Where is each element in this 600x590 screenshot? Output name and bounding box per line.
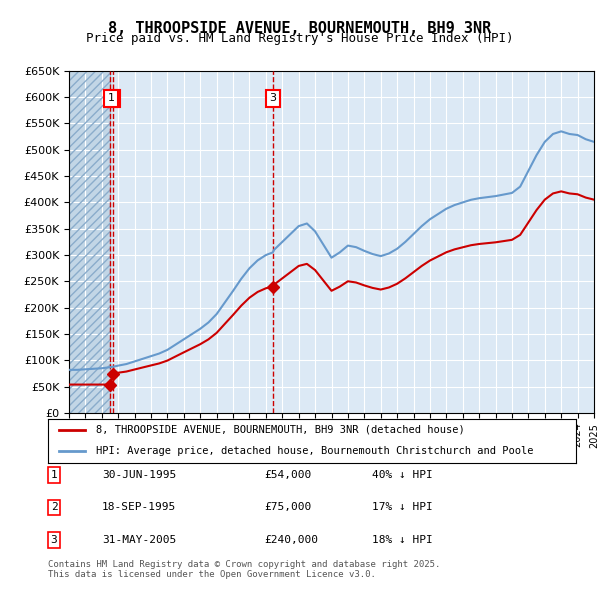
Text: £240,000: £240,000 xyxy=(264,535,318,545)
Text: 8, THROOPSIDE AVENUE, BOURNEMOUTH, BH9 3NR (detached house): 8, THROOPSIDE AVENUE, BOURNEMOUTH, BH9 3… xyxy=(95,425,464,435)
Text: £54,000: £54,000 xyxy=(264,470,311,480)
Text: 8, THROOPSIDE AVENUE, BOURNEMOUTH, BH9 3NR: 8, THROOPSIDE AVENUE, BOURNEMOUTH, BH9 3… xyxy=(109,21,491,35)
Text: Price paid vs. HM Land Registry's House Price Index (HPI): Price paid vs. HM Land Registry's House … xyxy=(86,32,514,45)
Text: 31-MAY-2005: 31-MAY-2005 xyxy=(102,535,176,545)
Text: 1: 1 xyxy=(107,93,115,103)
Text: 3: 3 xyxy=(50,535,58,545)
Text: 1: 1 xyxy=(50,470,58,480)
Text: £75,000: £75,000 xyxy=(264,503,311,512)
Text: 30-JUN-1995: 30-JUN-1995 xyxy=(102,470,176,480)
Bar xyxy=(69,71,110,413)
Text: 2: 2 xyxy=(50,503,58,512)
Text: 2: 2 xyxy=(110,93,117,103)
Text: 17% ↓ HPI: 17% ↓ HPI xyxy=(372,503,433,512)
Text: 3: 3 xyxy=(269,93,276,103)
Text: Contains HM Land Registry data © Crown copyright and database right 2025.
This d: Contains HM Land Registry data © Crown c… xyxy=(48,560,440,579)
Text: 18-SEP-1995: 18-SEP-1995 xyxy=(102,503,176,512)
Text: 40% ↓ HPI: 40% ↓ HPI xyxy=(372,470,433,480)
Bar xyxy=(69,71,110,413)
Text: HPI: Average price, detached house, Bournemouth Christchurch and Poole: HPI: Average price, detached house, Bour… xyxy=(95,446,533,455)
Text: 18% ↓ HPI: 18% ↓ HPI xyxy=(372,535,433,545)
